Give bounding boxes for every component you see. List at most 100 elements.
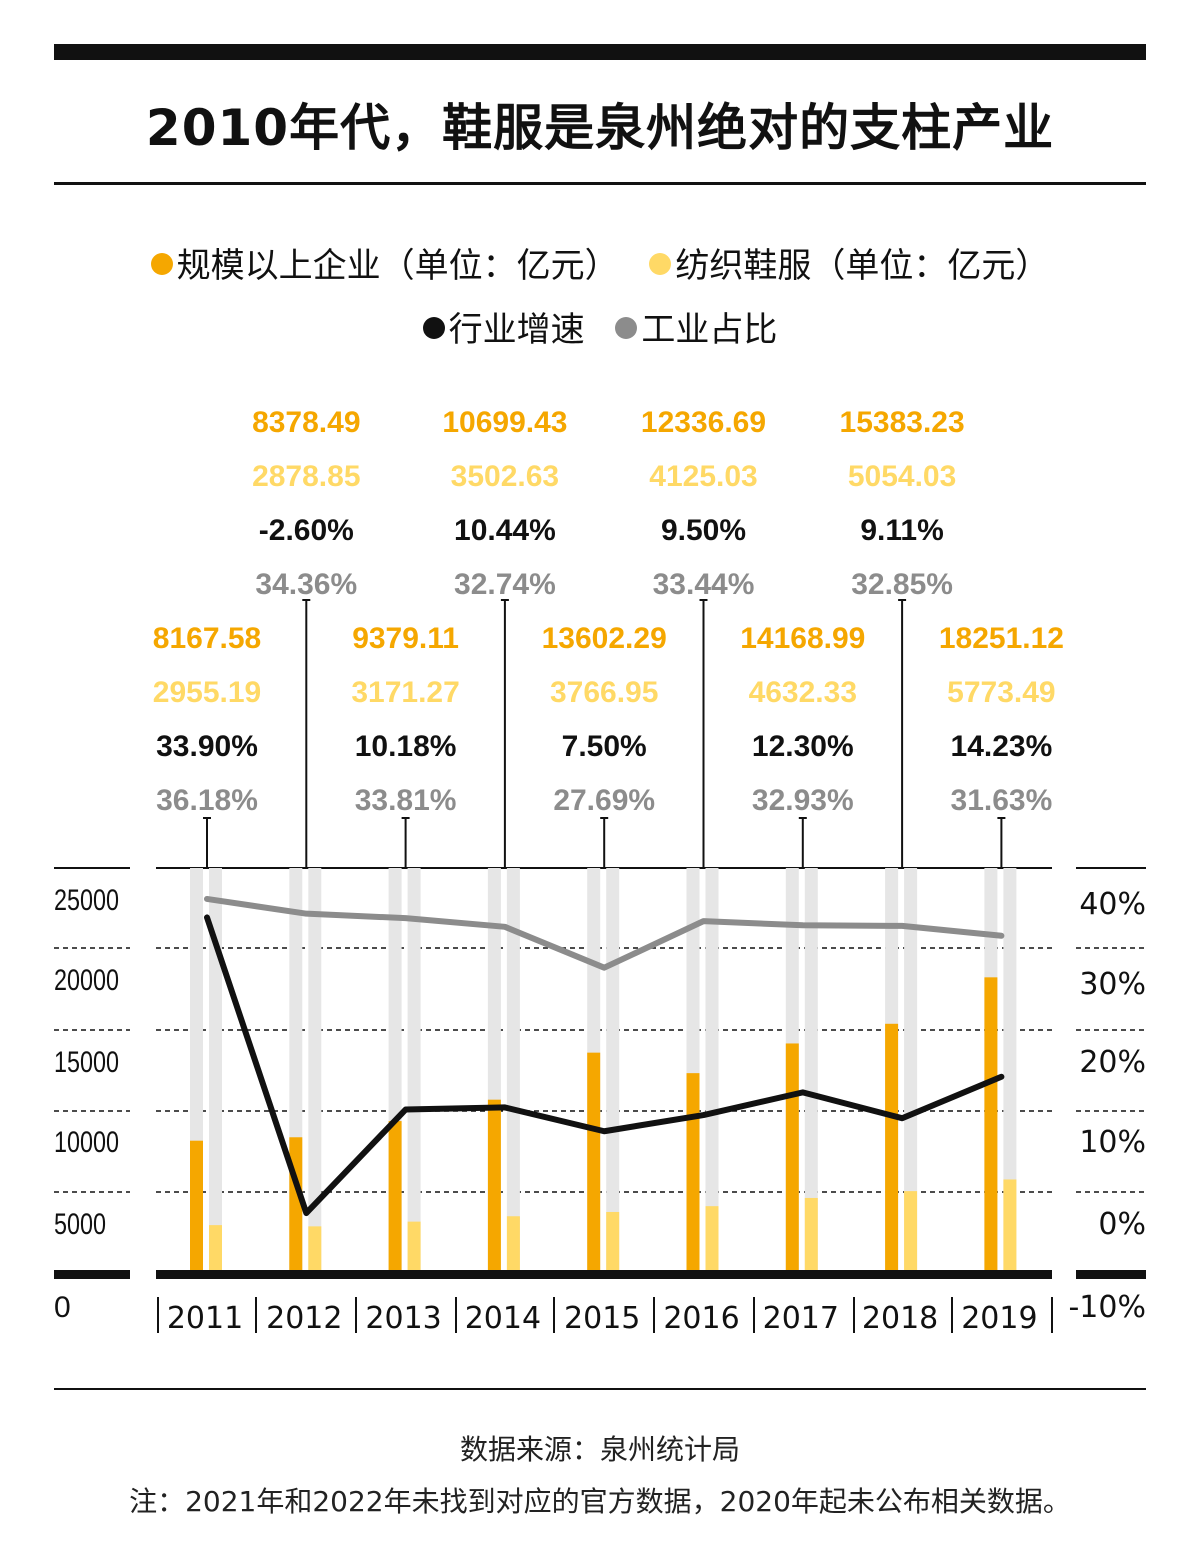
- bar-enterprise-2018: [885, 1023, 899, 1273]
- y-left-tick: 25000: [54, 884, 119, 917]
- bar-track: [209, 868, 222, 1273]
- title-rule: [54, 182, 1146, 185]
- y-left-tick: 5000: [54, 1208, 106, 1241]
- bar-textile-2014: [506, 1216, 520, 1273]
- y-right-tick: -10%: [1068, 1290, 1146, 1325]
- x-tick-2017: 2017: [763, 1301, 839, 1336]
- label-textile-2013: 3171.27: [351, 676, 459, 709]
- legend-item-growth: 行业增速: [422, 302, 585, 351]
- label-growth-2013: 10.18%: [355, 730, 457, 763]
- label-growth-2011: 33.90%: [156, 730, 258, 763]
- y-right-tick: 40%: [1079, 887, 1146, 922]
- label-enterprise-2018: 15383.23: [840, 406, 965, 439]
- bar-track: [1003, 868, 1017, 1273]
- label-growth-2019: 14.23%: [951, 730, 1053, 763]
- label-growth-2016: 9.50%: [661, 514, 746, 547]
- label-enterprise-2016: 12336.69: [641, 406, 766, 439]
- bar-textile-2015: [606, 1211, 620, 1273]
- label-share-2018: 32.85%: [851, 568, 953, 601]
- legend-swatch-share: [615, 317, 638, 339]
- bar-enterprise-2017: [785, 1043, 799, 1273]
- bar-enterprise-2019: [984, 977, 998, 1273]
- bar-textile-2011: [209, 1225, 222, 1273]
- bar-track: [407, 868, 421, 1273]
- label-growth-2018: 9.11%: [860, 514, 943, 547]
- x-tick-2011: 2011: [167, 1301, 243, 1336]
- bar-track: [606, 868, 620, 1273]
- bar-enterprise-2014: [487, 1099, 501, 1273]
- bar-track: [308, 868, 322, 1273]
- legend-row-2: 行业增速 工业占比: [54, 302, 1146, 351]
- y-left-tick: 20000: [54, 964, 119, 997]
- bar-track: [804, 868, 818, 1273]
- x-tick-2019: 2019: [961, 1301, 1037, 1336]
- label-enterprise-2012: 8378.49: [252, 406, 360, 439]
- legend-item-textile: 纺织鞋服（单位：亿元）: [649, 238, 1049, 287]
- label-share-2017: 32.93%: [752, 784, 854, 817]
- label-growth-2012: -2.60%: [259, 514, 354, 547]
- legend-item-enterprise: 规模以上企业（单位：亿元）: [150, 238, 619, 287]
- growth-line: [204, 914, 1005, 1217]
- label-share-2015: 27.69%: [553, 784, 655, 817]
- bar-enterprise-2011: [190, 1140, 203, 1273]
- label-textile-2014: 3502.63: [451, 460, 559, 493]
- y-right-tick: 0%: [1098, 1207, 1146, 1242]
- label-textile-2019: 5773.49: [947, 676, 1055, 709]
- bar-enterprise-2012: [289, 1137, 303, 1273]
- label-growth-2017: 12.30%: [752, 730, 854, 763]
- label-share-2011: 36.18%: [156, 784, 258, 817]
- label-enterprise-2019: 18251.12: [939, 622, 1064, 655]
- label-textile-2012: 2878.85: [252, 460, 360, 493]
- legend-swatch-growth: [422, 317, 445, 339]
- x-tick-2013: 2013: [365, 1301, 441, 1336]
- x-tick-2015: 2015: [564, 1301, 640, 1336]
- y-left-tick: 10000: [54, 1126, 119, 1159]
- legend-label-textile: 纺织鞋服（单位：亿元）: [675, 246, 1050, 286]
- label-enterprise-2014: 10699.43: [442, 406, 567, 439]
- bar-enterprise-2013: [388, 1121, 402, 1273]
- legend-label-growth: 行业增速: [448, 310, 585, 350]
- label-textile-2015: 3766.95: [550, 676, 658, 709]
- y-left-tick: 0: [54, 1291, 71, 1324]
- label-enterprise-2011: 8167.58: [153, 622, 261, 655]
- label-share-2013: 33.81%: [355, 784, 457, 817]
- bar-textile-2018: [904, 1191, 918, 1273]
- label-enterprise-2015: 13602.29: [542, 622, 667, 655]
- baseline-left: [54, 1270, 130, 1279]
- y-left-tick: 15000: [54, 1046, 119, 1079]
- y-right-tick: 20%: [1079, 1045, 1146, 1080]
- y-right-tick: 10%: [1079, 1125, 1146, 1160]
- label-enterprise-2017: 14168.99: [740, 622, 865, 655]
- bar-enterprise-2015: [587, 1052, 601, 1273]
- label-textile-2017: 4632.33: [749, 676, 857, 709]
- bar-enterprise-2016: [686, 1073, 700, 1273]
- y-right-tick: 30%: [1079, 967, 1146, 1002]
- chart-title: 2010年代，鞋服是泉州绝对的支柱产业: [145, 99, 1055, 157]
- legend-item-share: 工业占比: [615, 302, 777, 351]
- bar-textile-2017: [804, 1197, 818, 1273]
- top-rule: [54, 44, 1146, 60]
- bar-track: [904, 868, 918, 1273]
- legend-swatch-enterprise: [150, 253, 173, 275]
- label-growth-2015: 7.50%: [562, 730, 647, 763]
- label-textile-2011: 2955.19: [153, 676, 261, 709]
- x-tick-2012: 2012: [266, 1301, 342, 1336]
- legend-row-1: 规模以上企业（单位：亿元） 纺织鞋服（单位：亿元）: [54, 238, 1146, 287]
- x-tick-2014: 2014: [465, 1301, 541, 1336]
- bar-textile-2019: [1003, 1179, 1017, 1273]
- legend-swatch-textile: [649, 253, 672, 275]
- label-textile-2016: 4125.03: [649, 460, 757, 493]
- x-tick-2018: 2018: [862, 1301, 938, 1336]
- bar-textile-2013: [407, 1221, 421, 1273]
- label-share-2019: 31.63%: [951, 784, 1053, 817]
- footnote: 注：2021年和2022年未找到对应的官方数据，2020年起未公布相关数据。: [129, 1485, 1071, 1518]
- bar-track: [506, 868, 520, 1273]
- bar-textile-2012: [308, 1226, 322, 1273]
- source-note: 数据来源：泉州统计局: [459, 1433, 740, 1466]
- label-growth-2014: 10.44%: [454, 514, 556, 547]
- legend-label-enterprise: 规模以上企业（单位：亿元）: [176, 246, 619, 286]
- label-share-2016: 33.44%: [653, 568, 755, 601]
- x-tick-2016: 2016: [663, 1301, 739, 1336]
- label-enterprise-2013: 9379.11: [352, 622, 459, 655]
